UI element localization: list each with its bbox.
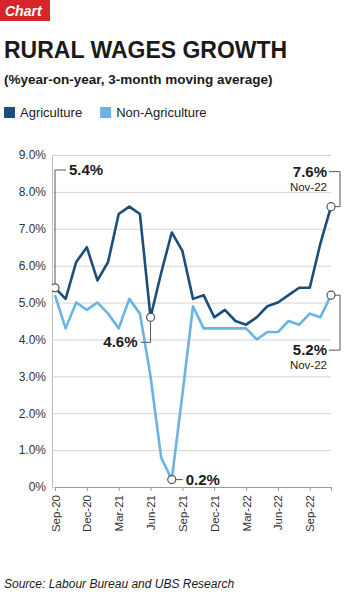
legend: Agriculture Non-Agriculture: [4, 105, 206, 120]
tick-mark: [87, 487, 88, 491]
annotation-label: 5.4%: [69, 161, 103, 178]
x-tick: Dec-20: [81, 487, 93, 532]
annotation-label: 7.6%: [293, 163, 327, 180]
legend-swatch: [4, 107, 15, 118]
point-marker: [327, 291, 335, 299]
y-tick-label: 6.0%: [19, 259, 47, 273]
x-tick: Mar-22: [241, 487, 253, 531]
y-tick-label: 2.0%: [19, 407, 47, 421]
grid-line: [52, 450, 331, 451]
annotation-label: 5.2%: [293, 341, 327, 358]
tick-mark: [278, 487, 279, 491]
line: [55, 295, 331, 479]
y-tick-label: 9.0%: [19, 148, 47, 162]
grid-line: [52, 155, 331, 156]
badge-text: Chart: [5, 3, 43, 19]
point-marker: [327, 203, 335, 211]
leader-line: [141, 321, 151, 342]
badge-box: [0, 0, 50, 21]
y-tick: 9.0%: [19, 148, 331, 162]
x-tick-label: Dec-21: [209, 495, 221, 532]
x-tick: Sep-21: [177, 487, 189, 532]
x-tick-label: Dec-20: [81, 495, 93, 532]
legend-label: Agriculture: [20, 105, 82, 120]
x-tick-label: Mar-21: [113, 495, 125, 531]
y-tick-label: 4.0%: [19, 333, 47, 347]
grid-line: [52, 339, 331, 340]
chart: Chart RURAL WAGES GROWTH (%year-on-year, 3…: [0, 0, 351, 600]
leader-line: [176, 479, 183, 480]
legend-item: Agriculture: [4, 105, 82, 120]
line: [55, 207, 331, 325]
annotation-label: 0.2%: [186, 471, 220, 488]
x-axis-line: [56, 488, 332, 492]
y-tick: 0%: [29, 480, 331, 494]
x-tick-label: Jun-21: [145, 495, 157, 530]
x-tick: Sep-22: [304, 487, 316, 532]
tick-mark: [55, 487, 56, 491]
tick-mark: [182, 487, 183, 491]
y-axis: 0% 1.0% 2.0% 3.0% 4.0% 5.0% 6.0% 7.0% 8.0% 9.0%: [19, 148, 331, 494]
tick-mark: [246, 487, 247, 491]
y-tick-label: 3.0%: [19, 370, 47, 384]
x-tick-label: Sep-22: [304, 495, 316, 532]
y-tick: 2.0%: [19, 407, 331, 421]
x-tick-label: Sep-20: [50, 495, 62, 532]
annotation-sublabel: Nov-22: [290, 181, 327, 193]
leader-line: [329, 172, 340, 207]
point-marker: [147, 313, 155, 321]
x-axis: Sep-20 Dec-20 Mar-21 Jun-21 Sep-21 Dec-21 Mar-…: [50, 487, 332, 532]
x-tick: Dec-21: [209, 487, 221, 532]
annotation-label: 4.6%: [103, 333, 137, 350]
y-tick-label: 1.0%: [19, 443, 47, 457]
y-tick: 7.0%: [19, 222, 331, 236]
leader-line: [55, 170, 66, 284]
y-tick: 4.0%: [19, 333, 331, 347]
legend-label: Non-Agriculture: [116, 105, 206, 120]
x-tick-label: Jun-22: [272, 495, 284, 530]
point-marker: [168, 476, 176, 484]
title: RURAL WAGES GROWTH: [4, 37, 287, 63]
leader-line: [329, 295, 340, 350]
badge: Chart: [0, 0, 50, 21]
subtitle: (%year-on-year, 3-month moving average): [4, 72, 273, 87]
source: Source: Labour Bureau and UBS Research: [4, 577, 234, 591]
plot-area: [52, 203, 335, 484]
x-tick: Jun-22: [272, 487, 284, 530]
x-tick-label: Sep-21: [177, 495, 189, 532]
y-tick-label: 8.0%: [19, 185, 47, 199]
grid-line: [52, 376, 331, 377]
x-tick: Sep-20: [50, 487, 62, 532]
tick-mark: [151, 487, 152, 491]
annotation-sublabel: Nov-22: [290, 359, 327, 371]
x-tick: Mar-21: [113, 487, 125, 531]
y-tick: 6.0%: [19, 259, 331, 273]
y-tick-label: 0%: [29, 480, 47, 494]
y-tick: 3.0%: [19, 370, 331, 384]
grid-line: [52, 229, 331, 230]
legend-swatch: [100, 107, 111, 118]
grid-line: [52, 303, 331, 304]
y-tick-label: 7.0%: [19, 222, 47, 236]
tick-mark: [310, 487, 311, 491]
y-axis-line: [53, 156, 332, 488]
grid-line: [52, 413, 331, 414]
legend-item: Non-Agriculture: [100, 105, 206, 120]
annotations: 5.4%4.6%0.2%7.6%Nov-225.2%Nov-22: [55, 161, 340, 488]
x-tick: Jun-21: [145, 487, 157, 530]
tick-mark: [119, 487, 120, 491]
x-tick-label: Mar-22: [241, 495, 253, 531]
point-marker: [52, 284, 59, 292]
y-tick: 8.0%: [19, 185, 331, 199]
y-tick-label: 5.0%: [19, 296, 47, 310]
